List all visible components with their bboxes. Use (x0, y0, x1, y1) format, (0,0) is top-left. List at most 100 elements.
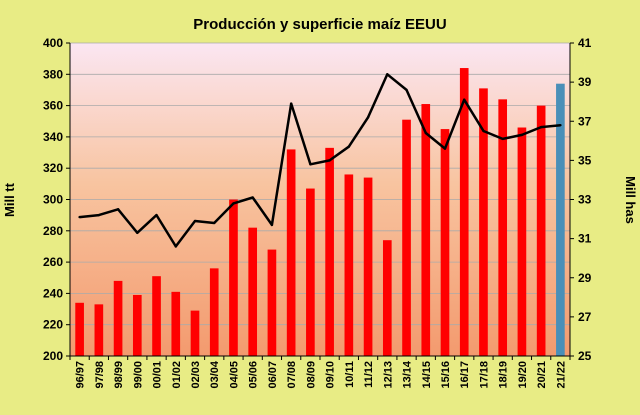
x-tick-label: 18/19 (498, 361, 510, 389)
line-point (251, 196, 254, 199)
bar (190, 310, 200, 356)
line-point (193, 219, 197, 223)
y-left-tick-label: 220 (43, 318, 63, 332)
line-point (347, 145, 351, 148)
bar (363, 177, 373, 356)
line-point (424, 131, 427, 135)
y-right-tick-label: 37 (578, 114, 592, 128)
y-right-tick-label: 41 (578, 36, 592, 50)
x-tick-label: 10/11 (344, 361, 356, 388)
x-tick-label: 06/07 (267, 361, 279, 389)
line-point (328, 159, 331, 162)
y-right-tick-label: 27 (578, 310, 592, 324)
bar (132, 294, 142, 356)
bar (421, 104, 431, 356)
bar (171, 291, 181, 356)
y-right-tick-label: 33 (578, 193, 592, 207)
x-tick-label: 99/00 (132, 361, 144, 389)
x-tick-label: 21/22 (555, 361, 567, 389)
x-tick-label: 08/09 (305, 361, 317, 389)
line-point (405, 88, 408, 92)
y-left-tick-label: 360 (43, 99, 63, 113)
bar (536, 105, 546, 356)
chart-title: Producción y superficie maíz EEUU (193, 16, 446, 33)
bar (344, 174, 354, 356)
line-point (289, 102, 293, 105)
bar (229, 199, 238, 356)
x-tick-label: 11/12 (363, 361, 375, 388)
x-tick-label: 14/15 (421, 361, 433, 389)
line-point (270, 223, 274, 227)
y-left-tick-label: 320 (43, 161, 63, 175)
bar (94, 304, 104, 356)
x-tick-label: 07/08 (286, 361, 298, 389)
x-tick-label: 09/10 (325, 361, 337, 389)
bar (209, 268, 219, 356)
line-point (116, 208, 120, 211)
bar (459, 68, 469, 356)
line-point (309, 163, 312, 166)
y-axis-right-label: Mill has (623, 176, 638, 224)
bar (75, 302, 84, 356)
x-tick-label: 01/02 (171, 361, 183, 389)
line-point (213, 221, 216, 225)
x-tick-label: 17/18 (478, 361, 490, 389)
x-tick-label: 19/20 (517, 361, 529, 389)
bar (152, 276, 161, 356)
x-tick-label: 04/05 (228, 361, 240, 389)
line-point (443, 147, 447, 150)
y-left-tick-label: 300 (43, 193, 63, 207)
y-left-tick-label: 200 (43, 349, 63, 363)
y-right-tick-label: 35 (578, 153, 592, 167)
y-right-tick-label: 25 (578, 349, 592, 363)
line-point (539, 125, 543, 129)
bar (402, 119, 411, 356)
line-point (386, 73, 389, 76)
bar (556, 83, 565, 356)
y-left-tick-label: 400 (43, 36, 63, 50)
y-left-tick-label: 240 (43, 286, 63, 300)
y-left-tick-label: 280 (43, 224, 63, 238)
x-tick-label: 02/03 (190, 361, 202, 389)
line-point (78, 215, 81, 219)
x-tick-label: 97/98 (94, 361, 106, 389)
y-right-tick-label: 31 (578, 232, 592, 246)
line-point (232, 202, 235, 205)
x-tick-label: 13/14 (402, 360, 414, 388)
line-point (482, 129, 485, 133)
line-point (520, 133, 524, 137)
bar (325, 147, 334, 356)
area-line (79, 73, 561, 248)
axes: 200 220 240 260 280 300 320 340 360 380 400 25 27 29 3… (43, 36, 592, 389)
y-left-tick-label: 380 (43, 67, 63, 81)
line-point (366, 116, 370, 119)
y-left-tick-label: 340 (43, 130, 63, 144)
x-tick-label: 05/06 (248, 361, 260, 389)
y-right-tick-label: 29 (578, 271, 592, 285)
line-series (78, 73, 562, 248)
y-axis-left-label: Mill tt (2, 182, 17, 217)
bar (382, 240, 392, 356)
bar (286, 149, 296, 356)
y-left-tick-label: 260 (43, 255, 63, 269)
line-point (463, 98, 466, 101)
line-point (155, 213, 158, 217)
bar (267, 249, 277, 356)
bar (498, 99, 508, 356)
x-tick-label: 98/99 (113, 361, 125, 389)
line-point (559, 123, 562, 127)
bar (517, 127, 527, 356)
x-tick-label: 03/04 (209, 360, 221, 388)
x-tick-label: 16/17 (459, 361, 471, 389)
line-point (97, 213, 101, 217)
bar (440, 129, 450, 356)
x-tick-label: 12/13 (382, 361, 394, 389)
line-point (174, 245, 177, 248)
y-right-tick-label: 39 (578, 75, 592, 89)
bar-series (75, 68, 565, 356)
bar (306, 188, 315, 356)
x-tick-label: 00/01 (152, 361, 164, 389)
line-point (136, 231, 139, 234)
x-tick-label: 20/21 (536, 361, 548, 389)
